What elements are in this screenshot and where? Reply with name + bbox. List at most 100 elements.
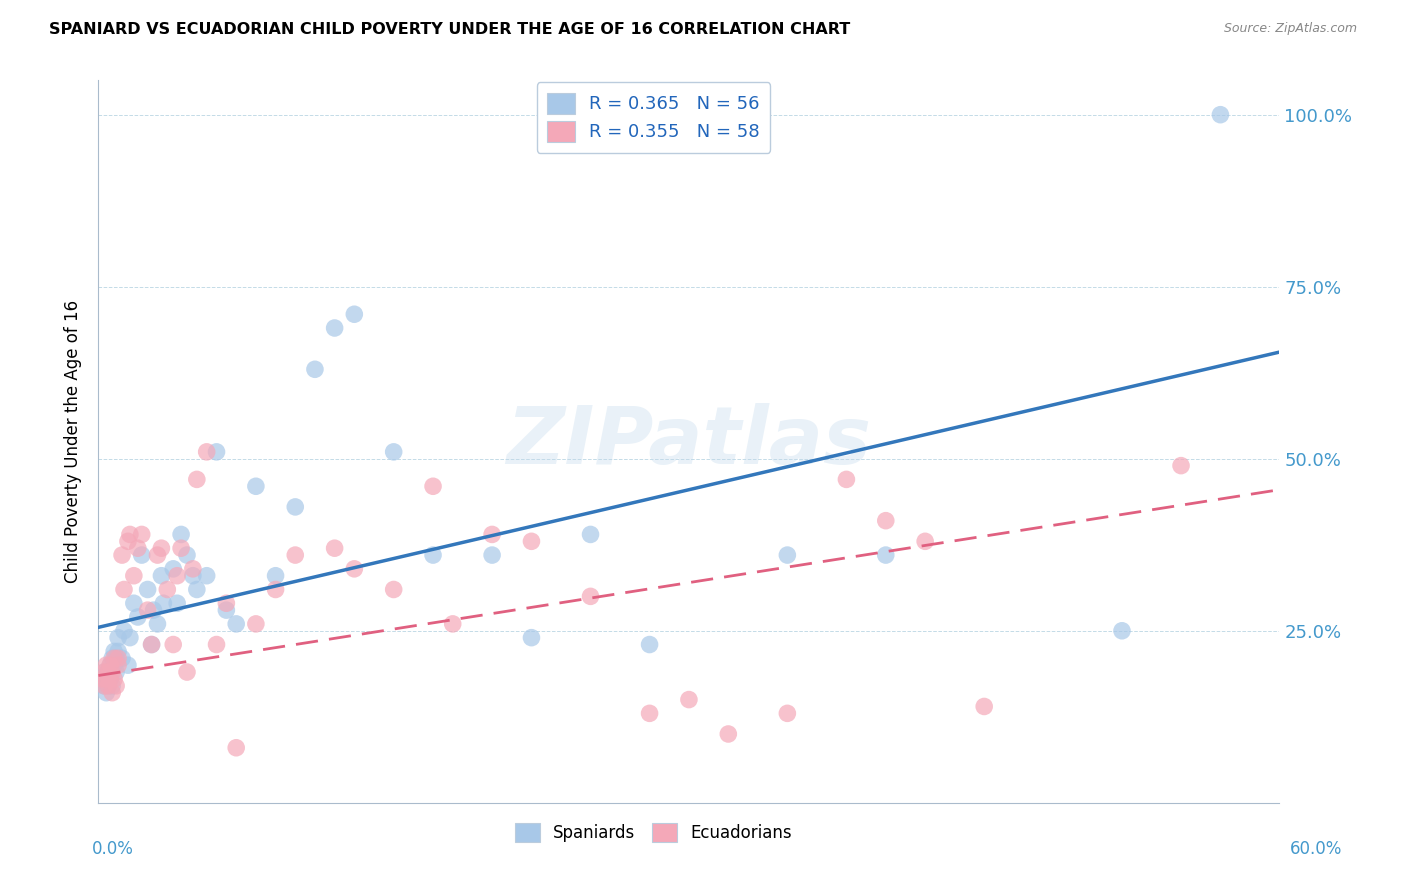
Point	[141, 638, 163, 652]
Point	[103, 672, 125, 686]
Point	[97, 665, 120, 679]
Point	[118, 527, 141, 541]
Point	[98, 672, 121, 686]
Point	[105, 665, 128, 679]
Point	[1170, 458, 1192, 473]
Point	[107, 631, 129, 645]
Point	[162, 562, 184, 576]
Point	[91, 672, 114, 686]
Point	[117, 658, 139, 673]
Point	[323, 321, 346, 335]
Point	[579, 590, 602, 604]
Text: SPANIARD VS ECUADORIAN CHILD POVERTY UNDER THE AGE OF 16 CORRELATION CHART: SPANIARD VS ECUADORIAN CHILD POVERTY UND…	[49, 22, 851, 37]
Point	[638, 638, 661, 652]
Point	[152, 596, 174, 610]
Point	[136, 582, 159, 597]
Point	[101, 651, 124, 665]
Point	[131, 548, 153, 562]
Point	[304, 362, 326, 376]
Point	[122, 568, 145, 582]
Point	[481, 527, 503, 541]
Point	[98, 658, 121, 673]
Point	[117, 534, 139, 549]
Point	[112, 582, 135, 597]
Point	[422, 479, 444, 493]
Point	[323, 541, 346, 556]
Point	[579, 527, 602, 541]
Point	[97, 679, 120, 693]
Point	[150, 568, 173, 582]
Point	[146, 616, 169, 631]
Point	[520, 631, 543, 645]
Point	[973, 699, 995, 714]
Point	[156, 582, 179, 597]
Point	[1111, 624, 1133, 638]
Point	[96, 672, 118, 686]
Point	[284, 500, 307, 514]
Point	[215, 603, 238, 617]
Point	[150, 541, 173, 556]
Point	[875, 548, 897, 562]
Point	[131, 527, 153, 541]
Point	[264, 568, 287, 582]
Text: Source: ZipAtlas.com: Source: ZipAtlas.com	[1223, 22, 1357, 36]
Point	[105, 651, 128, 665]
Point	[181, 568, 204, 582]
Point	[343, 562, 366, 576]
Point	[481, 548, 503, 562]
Legend: Spaniards, Ecuadorians: Spaniards, Ecuadorians	[508, 816, 799, 848]
Point	[678, 692, 700, 706]
Point	[520, 534, 543, 549]
Point	[186, 582, 208, 597]
Text: 60.0%: 60.0%	[1291, 840, 1343, 858]
Point	[122, 596, 145, 610]
Point	[98, 658, 121, 673]
Point	[170, 527, 193, 541]
Point	[382, 582, 405, 597]
Point	[97, 679, 120, 693]
Point	[245, 616, 267, 631]
Point	[170, 541, 193, 556]
Point	[103, 651, 125, 665]
Point	[284, 548, 307, 562]
Point	[162, 638, 184, 652]
Point	[245, 479, 267, 493]
Point	[91, 672, 114, 686]
Point	[717, 727, 740, 741]
Point	[136, 603, 159, 617]
Point	[195, 568, 218, 582]
Point	[181, 562, 204, 576]
Point	[93, 679, 115, 693]
Point	[127, 541, 149, 556]
Point	[186, 472, 208, 486]
Point	[142, 603, 165, 617]
Point	[118, 631, 141, 645]
Point	[103, 644, 125, 658]
Point	[93, 679, 115, 693]
Point	[101, 665, 124, 679]
Point	[96, 686, 118, 700]
Point	[101, 686, 124, 700]
Point	[93, 665, 115, 679]
Point	[225, 616, 247, 631]
Point	[225, 740, 247, 755]
Point	[382, 445, 405, 459]
Point	[166, 568, 188, 582]
Point	[105, 679, 128, 693]
Point	[93, 665, 115, 679]
Point	[107, 651, 129, 665]
Point	[835, 472, 858, 486]
Point	[215, 596, 238, 610]
Point	[875, 514, 897, 528]
Point	[101, 679, 124, 693]
Point	[195, 445, 218, 459]
Point	[638, 706, 661, 721]
Text: ZIPatlas: ZIPatlas	[506, 402, 872, 481]
Point	[96, 672, 118, 686]
Point	[441, 616, 464, 631]
Point	[205, 638, 228, 652]
Point	[166, 596, 188, 610]
Point	[112, 624, 135, 638]
Point	[127, 610, 149, 624]
Point	[776, 706, 799, 721]
